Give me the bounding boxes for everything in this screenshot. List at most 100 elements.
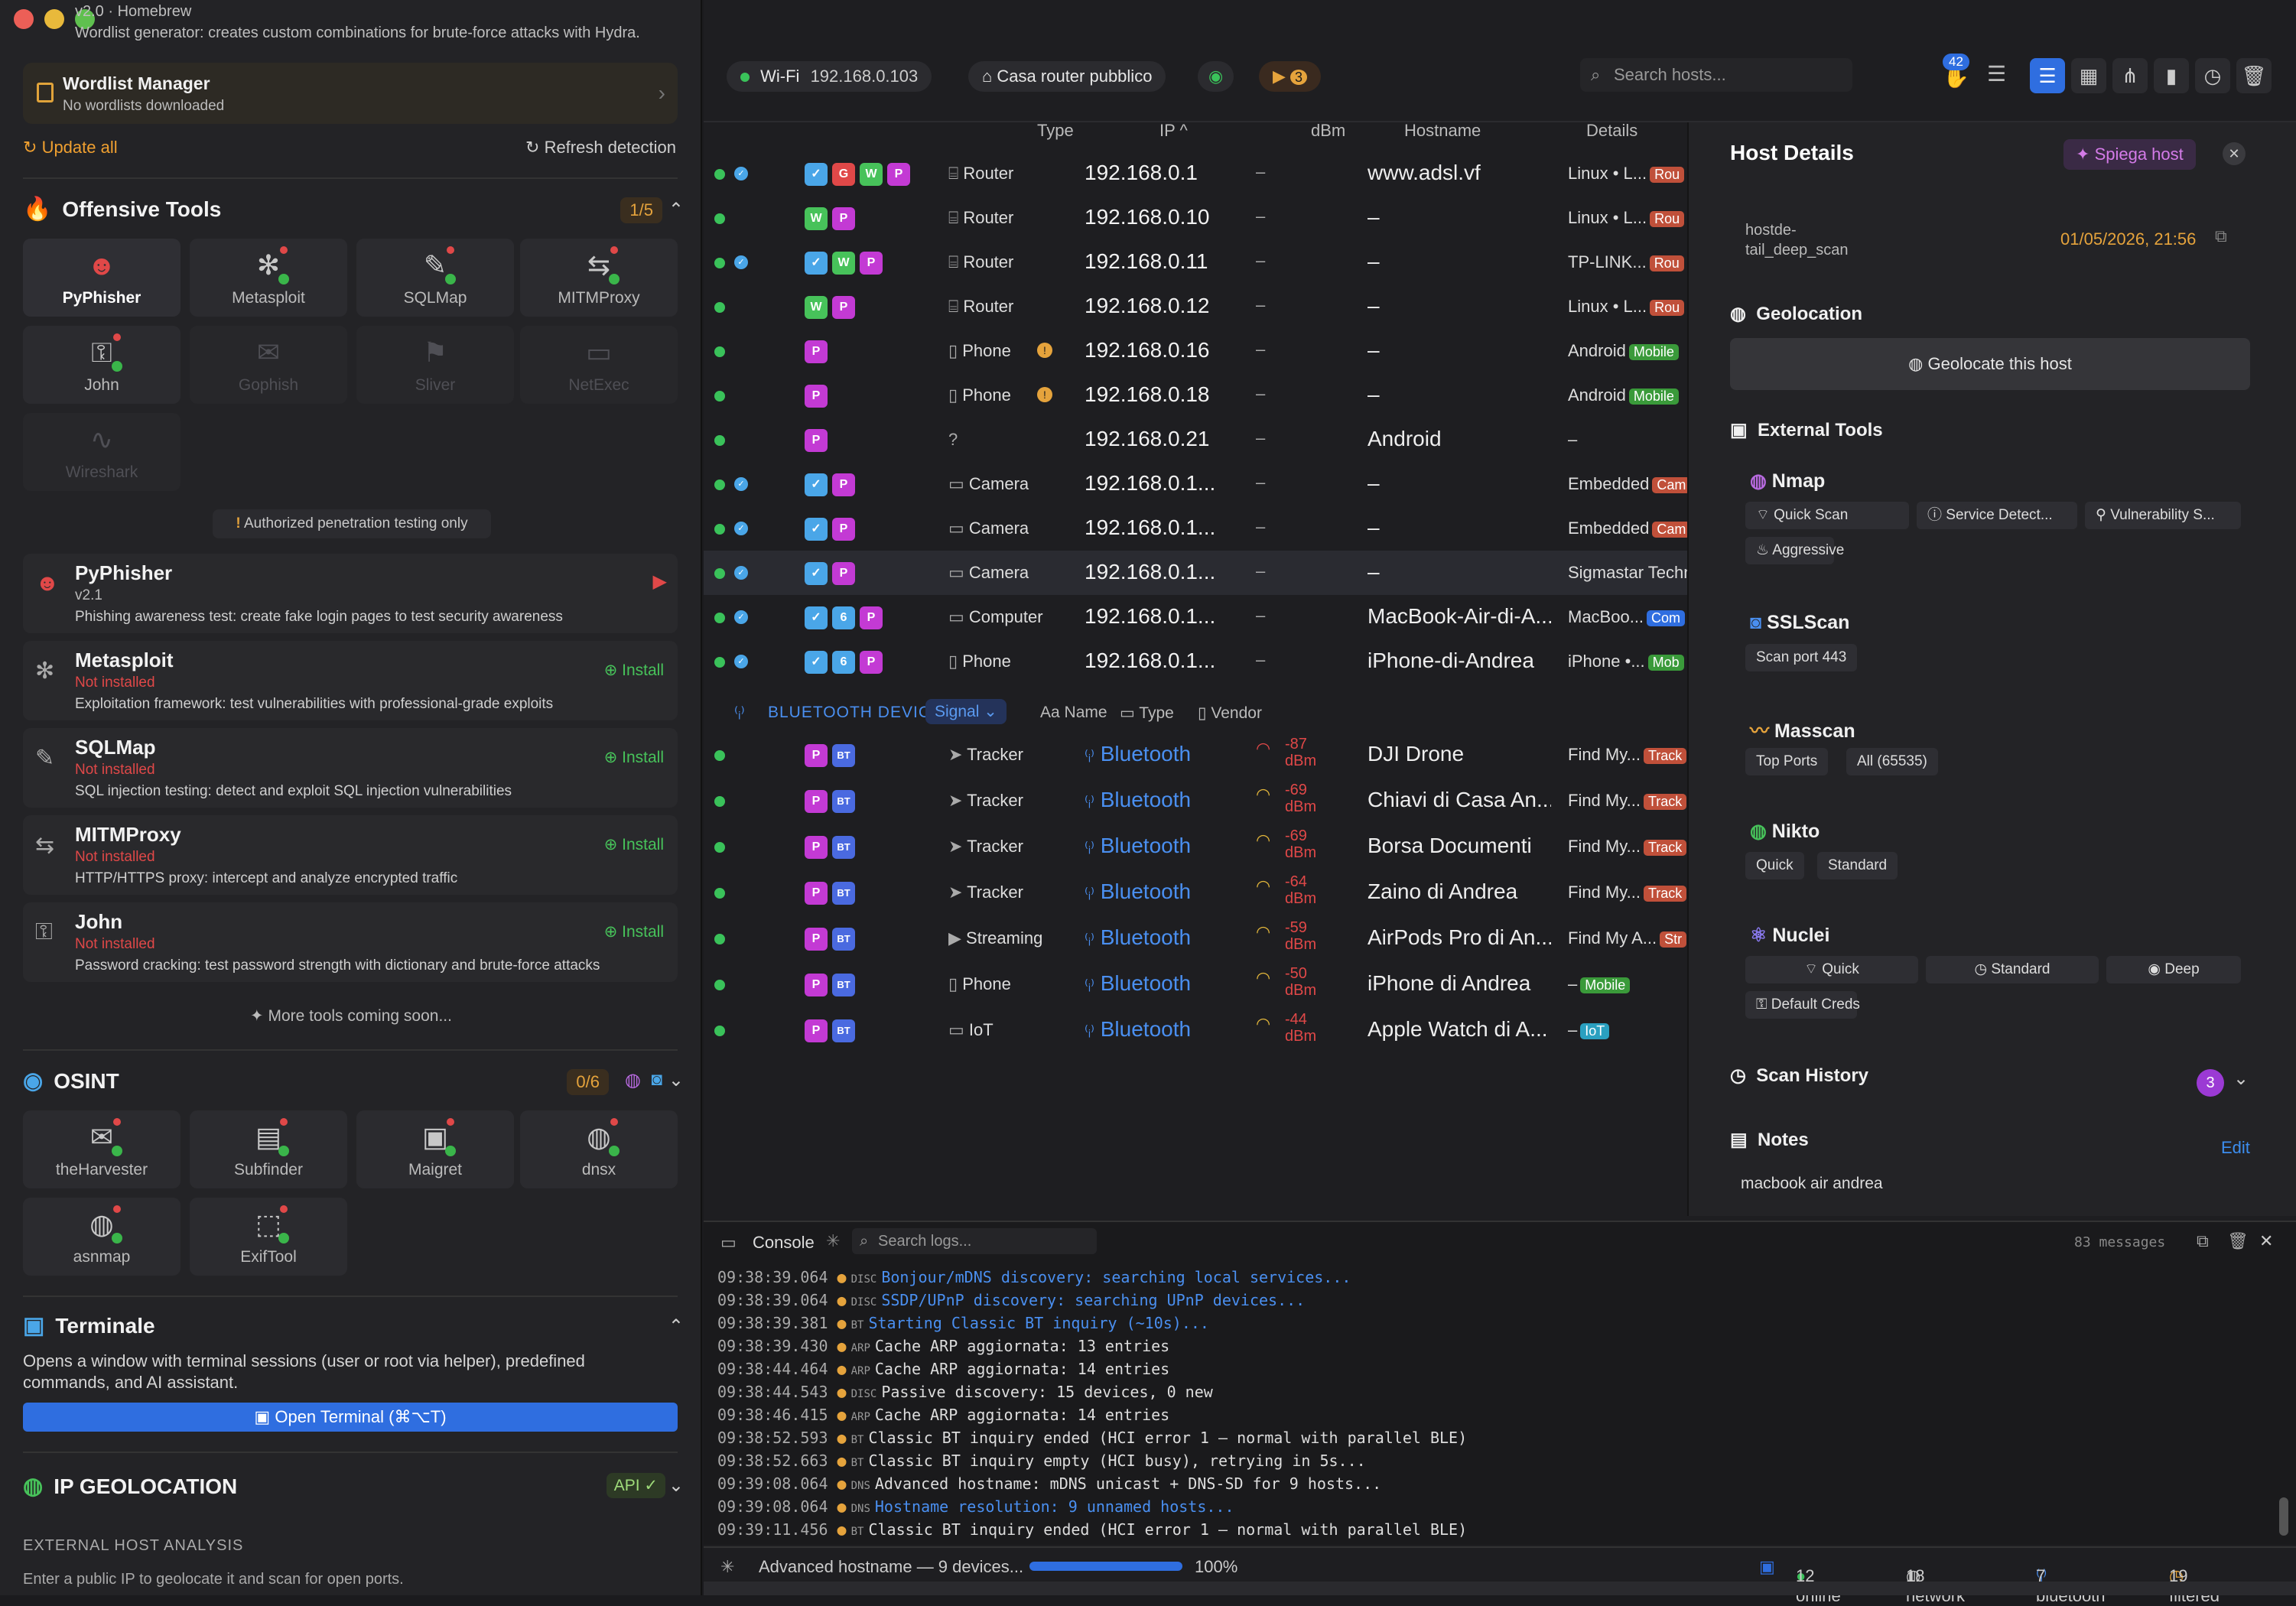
- masscan-top-ports-button[interactable]: Top Ports: [1745, 748, 1829, 775]
- terminal-icon[interactable]: ▣: [1759, 1557, 1775, 1576]
- masscan-all-ports-button[interactable]: All (65535): [1846, 748, 1938, 775]
- table-row[interactable]: ✓ ✓ W P ⌸ Router 192.168.0.11– – TP-LINK... Rou: [704, 240, 1698, 284]
- table-row[interactable]: W P ⌸ Router 192.168.0.12 – – Linux • L... Rou: [704, 284, 1698, 329]
- sliders-icon[interactable]: ☰: [1987, 62, 2007, 86]
- table-row[interactable]: ✓ ✓ 6 P ▯ Phone 192.168.0.1... – iPhone-di-Andr…: [704, 639, 1698, 684]
- tool-tile-metasploit[interactable]: ✻ Metasploit: [190, 239, 347, 317]
- bluetooth-row[interactable]: P BT ▭ IoT ⁽ᵢ⁾ Bluetooth ◠ -44 dBm Apple Watch …: [704, 1008, 1698, 1052]
- install-button[interactable]: ⊕ Install: [604, 661, 664, 680]
- nmap-vulnerability-scan-button[interactable]: ⚲ Vulnerability S...: [2085, 502, 2241, 529]
- col-hostname[interactable]: Hostname: [1404, 121, 1481, 140]
- copy-icon[interactable]: ⧉: [2215, 226, 2227, 245]
- edit-notes-button[interactable]: Edit: [2221, 1138, 2250, 1157]
- nmap-quick-scan-button[interactable]: ⌔ Quick Scan: [1745, 502, 1909, 529]
- open-terminal-button[interactable]: ▣ Open Terminal (⌘⌥T): [23, 1403, 678, 1432]
- table-row[interactable]: ✓ ✓ 6 P ▭ Computer 192.168.0.1... – MacBook-Air…: [704, 595, 1698, 639]
- table-row[interactable]: ✓ ✓ P ▭ Camera 192.168.0.1... – – Embedded Cam: [704, 506, 1698, 551]
- col-ip[interactable]: IP ^: [1159, 121, 1188, 140]
- nuclei-default-creds-button[interactable]: ⚿ Default Creds: [1745, 991, 1860, 1019]
- nuclei-deep-button[interactable]: ◉ Deep: [2106, 956, 2241, 983]
- signal-pill[interactable]: ◉: [1198, 61, 1234, 92]
- sort-vendor-button[interactable]: ▯ Vendor: [1198, 704, 1262, 722]
- tool-tile-pyphisher[interactable]: ☻ PyPhisher: [23, 239, 180, 317]
- install-button[interactable]: ⊕ Install: [604, 748, 664, 767]
- offensive-tools-header[interactable]: 🔥 Offensive Tools: [23, 196, 221, 223]
- topology-view-icon[interactable]: ⋔: [2112, 58, 2148, 93]
- play-icon[interactable]: ▶: [652, 571, 667, 592]
- sort-name-button[interactable]: Aa Name: [1040, 704, 1107, 721]
- trash-icon[interactable]: 🗑: [2227, 1231, 2249, 1250]
- zoom-window-button[interactable]: [75, 9, 95, 29]
- bluetooth-row[interactable]: P BT ➤ Tracker ⁽ᵢ⁾ Bluetooth ◠ -69 dBm Borsa Do…: [704, 824, 1698, 869]
- wordlist-manager-card[interactable]: Wordlist Manager No wordlists downloaded…: [23, 63, 678, 124]
- table-row[interactable]: ✓ ✓ P ▭ Camera 192.168.0.1... – – Sigmastar Tec…: [704, 551, 1698, 595]
- chevron-down-icon[interactable]: ⌄: [668, 1475, 684, 1496]
- bluetooth-row[interactable]: P BT ▶ Streaming ⁽ᵢ⁾ Bluetooth ◠ -59 dBm AirPod…: [704, 916, 1698, 961]
- table-row[interactable]: P ▯ Phone 192.168.0.18 – – Android Mobile!: [704, 373, 1698, 418]
- osint-header[interactable]: ◉ OSINT: [23, 1068, 119, 1094]
- explain-host-button[interactable]: ✦ Spiega host: [2063, 139, 2196, 170]
- sort-type-button[interactable]: ▭ Type: [1120, 704, 1174, 722]
- console-scrollbar[interactable]: [2279, 1497, 2288, 1536]
- col-dbm[interactable]: dBm: [1311, 121, 1346, 140]
- tool-row-pyphisher[interactable]: ☻ PyPhisher v2.1 Phishing awareness test…: [23, 554, 678, 633]
- close-window-button[interactable]: [14, 9, 34, 29]
- tool-row-sqlmap[interactable]: ✎ SQLMap Not installed SQL injection tes…: [23, 728, 678, 808]
- osint-tile-asnmap[interactable]: ◍ asnmap: [23, 1198, 180, 1276]
- list-view-icon[interactable]: ☰: [2030, 58, 2065, 93]
- grid-view-icon[interactable]: ▦: [2071, 58, 2106, 93]
- bluetooth-row[interactable]: P BT ➤ Tracker ⁽ᵢ⁾ Bluetooth ◠ -64 dBm Zaino di…: [704, 870, 1698, 915]
- ip-geolocation-header[interactable]: ◍ IP GEOLOCATION: [23, 1473, 237, 1500]
- update-all-button[interactable]: ↻ Update all: [23, 138, 118, 158]
- table-row[interactable]: ✓ ✓ G W P ⌸ Router 192.168.0.1– www.adsl.vf Linu…: [704, 151, 1698, 196]
- chevron-down-icon[interactable]: ⌄: [668, 1070, 684, 1091]
- tool-row-mitmproxy[interactable]: ⇆ MITMProxy Not installed HTTP/HTTPS pro…: [23, 815, 678, 895]
- ssl-scan-port-button[interactable]: Scan port 443: [1745, 644, 1858, 671]
- col-details[interactable]: Details: [1586, 121, 1638, 140]
- tool-tile-sqlmap[interactable]: ✎ SQLMap: [356, 239, 514, 317]
- network-pill[interactable]: ⌂ Casa router pubblico: [968, 61, 1166, 92]
- history-view-icon[interactable]: ◷: [2195, 58, 2230, 93]
- nuclei-quick-button[interactable]: ⌔ Quick: [1745, 956, 1918, 983]
- bluetooth-row[interactable]: P BT ➤ Tracker ⁽ᵢ⁾ Bluetooth ◠ -87 dBm DJI Dron…: [704, 733, 1698, 777]
- copy-icon[interactable]: ⧉: [2197, 1231, 2209, 1250]
- table-row[interactable]: ✓ ✓ P ▭ Camera 192.168.0.1... – – Embedded Cam: [704, 462, 1698, 506]
- search-hosts-input[interactable]: ⌕ Search hosts...: [1580, 58, 1852, 92]
- table-row[interactable]: W P ⌸ Router 192.168.0.10 – – Linux • L... Rou: [704, 196, 1698, 240]
- install-button[interactable]: ⊕ Install: [604, 922, 664, 941]
- col-type[interactable]: Type: [1037, 121, 1074, 140]
- nuclei-standard-button[interactable]: ◷ Standard: [1926, 956, 2099, 983]
- chart-view-icon[interactable]: ▮: [2154, 58, 2189, 93]
- tool-row-metasploit[interactable]: ✻ Metasploit Not installed Exploitation …: [23, 641, 678, 720]
- refresh-detection-button[interactable]: ↻ Refresh detection: [525, 138, 676, 158]
- nmap-aggressive-button[interactable]: ♨ Aggressive: [1745, 537, 1844, 564]
- wifi-status-pill[interactable]: Wi-Fi 192.168.0.103: [727, 61, 932, 92]
- chevron-up-icon[interactable]: ⌃: [668, 1316, 684, 1337]
- nikto-quick-button[interactable]: Quick: [1745, 852, 1804, 879]
- close-icon[interactable]: ✕: [2223, 142, 2246, 165]
- osint-tile-maigret[interactable]: ▣ Maigret: [356, 1110, 514, 1188]
- tool-tile-john[interactable]: ⚿ John: [23, 326, 180, 404]
- nmap-service-detect-button[interactable]: ⓘ Service Detect...: [1917, 502, 2077, 529]
- trash-icon[interactable]: 🗑: [2236, 58, 2272, 93]
- osint-tile-theharvester[interactable]: ✉ theHarvester: [23, 1110, 180, 1188]
- chevron-down-icon[interactable]: ⌄: [2233, 1068, 2249, 1089]
- geolocate-host-button[interactable]: ◍ Geolocate this host: [1730, 338, 2250, 390]
- bluetooth-row[interactable]: P BT ➤ Tracker ⁽ᵢ⁾ Bluetooth ◠ -69 dBm Chiavi d…: [704, 779, 1698, 823]
- tool-tile-mitmproxy[interactable]: ⇆ MITMProxy: [520, 239, 678, 317]
- bluetooth-row[interactable]: P BT ▯ Phone ⁽ᵢ⁾ Bluetooth ◠ -50 dBm iPhone di …: [704, 962, 1698, 1006]
- osint-tile-dnsx[interactable]: ◍ dnsx: [520, 1110, 678, 1188]
- osint-tile-subfinder[interactable]: ▤ Subfinder: [190, 1110, 347, 1188]
- tool-row-john[interactable]: ⚿ John Not installed Password cracking: …: [23, 902, 678, 982]
- terminal-header[interactable]: ▣ Terminale: [23, 1312, 155, 1339]
- camera-alert-pill[interactable]: ▶ 3: [1259, 61, 1322, 92]
- close-icon[interactable]: ✕: [2259, 1231, 2274, 1250]
- install-button[interactable]: ⊕ Install: [604, 835, 664, 854]
- search-logs-input[interactable]: ⌕ Search logs...: [852, 1228, 1097, 1254]
- minimize-window-button[interactable]: [44, 9, 64, 29]
- osint-tile-exiftool[interactable]: ⬚ ExifTool: [190, 1198, 347, 1276]
- scan-history-header[interactable]: ◷ Scan History: [1730, 1065, 1868, 1087]
- sort-signal-button[interactable]: Signal ⌄: [925, 699, 1007, 724]
- chevron-up-icon[interactable]: ⌃: [668, 200, 684, 220]
- nikto-standard-button[interactable]: Standard: [1817, 852, 1898, 879]
